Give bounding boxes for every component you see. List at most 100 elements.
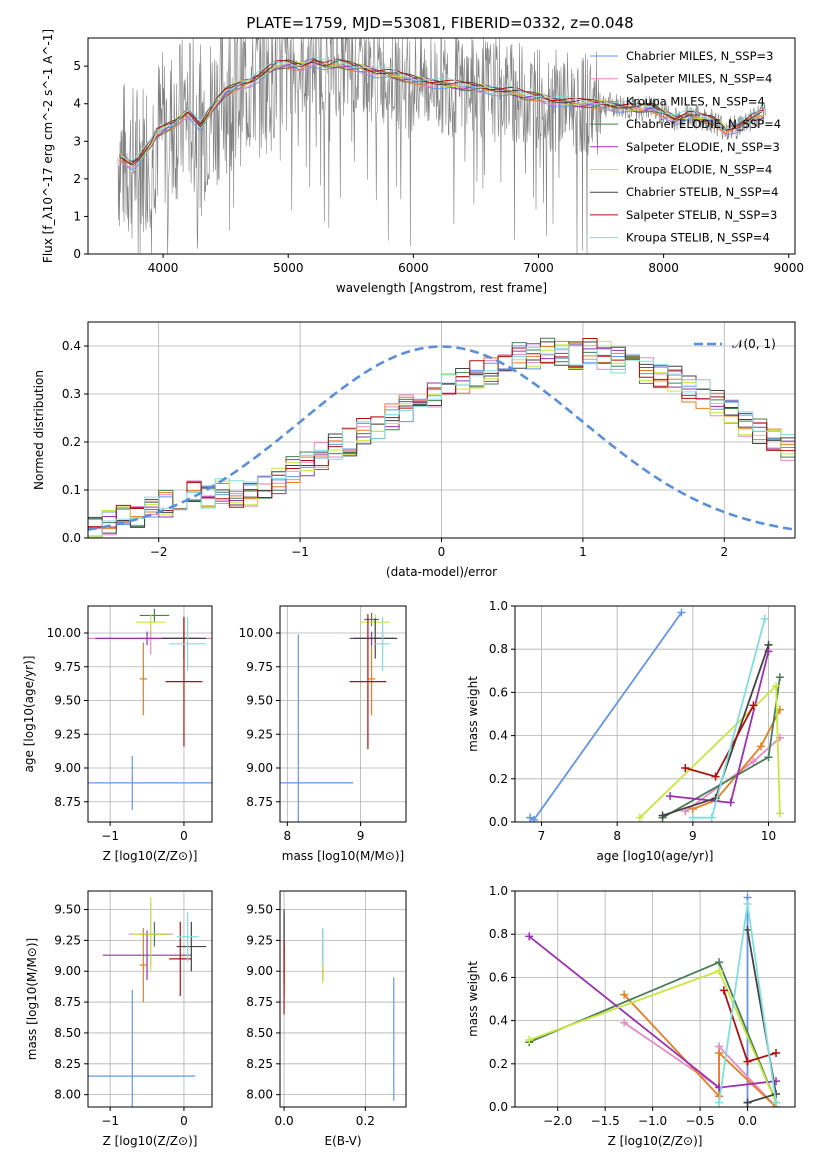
weight-vs-metallicity-axes-marker-9-2 [743,899,752,908]
weight-vs-metallicity-axes-ytick-label: 0.4 [489,1014,508,1028]
age-vs-metallicity-axes-frame [87,605,213,823]
residual-axes-xtick-label: 2 [720,545,728,559]
residual-hist-7 [88,341,795,534]
weight-vs-age-axes-ytick-label: 0.0 [489,815,508,829]
mass-vs-extinction-axes: 0.0 0.2 8.00 8.25 8.50 8.75 9.00 9.25 9.50 E(B-V) [246,891,406,1148]
weight-vs-age-axes-marker-9-2 [707,813,716,822]
residual-axes-ytick-label: 0.2 [62,435,81,449]
spectrum-axes-xtick-label: 6000 [398,261,429,275]
mass-vs-metallicity-axes-xtick-label: 0 [180,1114,188,1128]
mass-vs-extinction-axes-ytick-label: 8.25 [246,1057,273,1071]
weight-vs-metallicity-axes-ytick-label: 0.8 [489,927,508,941]
residual-axes-xtick-label: 1 [579,545,587,559]
weight-vs-age-axes-ytick-label: 0.4 [489,729,508,743]
weight-vs-age-axes-frame [514,605,796,823]
legend-label-6: Kroupa ELODIE, N_SSP=4 [626,163,772,177]
weight-vs-age-axes-series-5 [670,651,770,804]
residual-axes-xtick-label: −2 [150,545,168,559]
weight-vs-metallicity-axes-xtick-label: −1.5 [591,1114,620,1128]
mass-vs-extinction-axes-ytick-label: 9.00 [246,964,273,978]
weight-vs-age-axes-marker-3-3 [756,742,765,751]
spectrum-axes-ylabel: Flux [f_λ10^-17 erg cm^-2 s^-1 A^-1] [41,29,55,263]
age-vs-mass-axes-point-4 [364,612,379,627]
weight-vs-metallicity-axes-ylabel: mass weight [466,961,480,1037]
weight-vs-age-axes-marker-4-2 [764,753,773,762]
mass-vs-extinction-axes-ytick-label: 9.25 [246,933,273,947]
weight-vs-age-axes-marker-8-3 [749,701,758,710]
mass-vs-extinction-axes-ytick-label: 9.50 [246,903,273,917]
legend-label-4: Chabrier ELODIE, N_SSP=4 [626,117,781,131]
weight-vs-metallicity-axes-ytick-label: 0.0 [489,1100,508,1114]
weight-vs-age-axes-marker-9-3 [760,614,769,623]
weight-vs-age-axes-marker-2-2 [749,757,758,766]
weight-vs-age-axes-xlabel: age [log10(age/yr)] [597,849,714,863]
age-vs-mass-axes-ytick-label: 8.75 [246,795,273,809]
spectrum-axes-xtick-label: 5000 [273,261,304,275]
spectrum-model-line-8 [119,58,764,164]
residual-axes-xlabel: (data-model)/error [386,565,497,579]
weight-vs-metallicity-axes-marker-9-3 [772,1098,781,1107]
age-vs-mass-axes-frame [279,605,407,823]
spectrum-axes-ytick-label: 5 [73,59,81,73]
residual-axes-xtick-label: 0 [438,545,446,559]
weight-vs-metallicity-axes-xtick-label: 0.0 [738,1114,757,1128]
weight-vs-metallicity-axes-marker-6-2 [715,966,724,975]
spectrum-model-line-7 [119,59,764,166]
spectrum-model-line-9 [119,56,764,161]
residual-hist-3 [88,340,795,538]
spectrum-axes-xtick-label: 7000 [523,261,554,275]
age-vs-mass-axes-point-7 [353,618,398,659]
weight-vs-metallicity-axes-ytick-label: 1.0 [489,884,508,898]
spectrum-legend: Chabrier MILES, N_SSP=3 Salpeter MILES, N… [590,49,781,245]
mass-vs-extinction-axes-xtick-label: 0.2 [356,1114,375,1128]
weight-vs-age-axes-marker-1-2 [529,815,538,822]
weight-vs-age-axes: 7 8 9 10 0.0 0.2 0.4 0.6 0.8 1.0 age [log10(age/yr… [466,599,795,863]
age-vs-mass-axes-xlabel: mass [log10(M/M⊙)] [282,849,404,863]
weight-vs-age-axes-marker-9-1 [688,813,697,822]
age-vs-mass-axes-ytick-label: 9.50 [246,694,273,708]
residual-hist-4 [88,337,795,527]
weight-vs-age-axes-xtick-label: 10 [761,829,776,843]
mass-vs-metallicity-axes-frame [87,890,213,1108]
weight-vs-metallicity-axes-xtick-label: −1.0 [638,1114,667,1128]
age-vs-metallicity-axes-ytick-label: 8.75 [54,795,81,809]
spectrum-axes: 4000 5000 6000 7000 8000 9000 0 1 2 3 4 5 wavelength… [41,29,804,295]
mass-vs-extinction-axes-ytick-label: 8.75 [246,995,273,1009]
weight-vs-age-axes-marker-5-2 [726,798,735,807]
spectrum-axes-ytick-label: 1 [73,209,81,223]
mass-vs-metallicity-axes-point-1 [88,989,196,1107]
spectrum-axes-frame [87,37,796,255]
weight-vs-age-axes-marker-6-3 [775,809,784,818]
weight-vs-age-axes-marker-6-2 [772,681,781,690]
mass-vs-metallicity-axes-ytick-label: 8.25 [54,1057,81,1071]
mass-vs-metallicity-axes-xtick-label: −1 [101,1114,119,1128]
mass-vs-metallicity-axes-point-7 [176,921,207,972]
mass-vs-extinction-axes-xtick-label: 0.0 [275,1114,294,1128]
weight-vs-metallicity-axes-marker-8-2 [743,1057,752,1066]
weight-vs-metallicity-axes-marker-8-3 [772,1049,781,1057]
weight-vs-metallicity-axes-xtick-label: −0.5 [686,1114,715,1128]
mass-vs-metallicity-axes-point-9 [176,911,199,962]
weight-vs-metallicity-axes-xtick-label: −2.0 [543,1114,572,1128]
weight-vs-metallicity-axes-marker-3-1 [620,990,629,999]
mass-vs-metallicity-axes-point-5 [102,930,192,980]
legend-label-5: Salpeter ELODIE, N_SSP=3 [626,140,780,154]
age-vs-metallicity-axes-xtick-label: −1 [101,829,119,843]
weight-vs-age-axes-ylabel: mass weight [466,676,480,752]
age-vs-metallicity-axes-point-4 [139,608,170,623]
residual-axes-ytick-label: 0.4 [62,339,81,353]
spectrum-axes-xtick-label: 8000 [648,261,679,275]
weight-vs-age-axes-xtick-label: 9 [689,829,697,843]
age-vs-mass-axes-ytick-label: 9.25 [246,727,273,741]
weight-vs-age-axes-marker-7-1 [658,811,667,820]
weight-vs-age-axes-ytick-label: 0.6 [489,685,508,699]
legend-label-1: Chabrier MILES, N_SSP=3 [626,49,773,63]
age-vs-mass-axes-xtick-label: 9 [357,829,365,843]
mass-vs-metallicity-axes-xlabel: Z [log10(Z/Z⊙)] [103,1134,198,1148]
age-vs-mass-axes-point-9 [375,616,390,671]
legend-label-9: Kroupa STELIB, N_SSP=4 [626,231,770,245]
weight-vs-age-axes-marker-5-1 [666,792,675,801]
spectrum-axes-ytick-label: 0 [73,247,81,261]
age-vs-metallicity-axes-point-6 [135,614,166,631]
age-vs-mass-axes-point-8 [349,614,387,750]
